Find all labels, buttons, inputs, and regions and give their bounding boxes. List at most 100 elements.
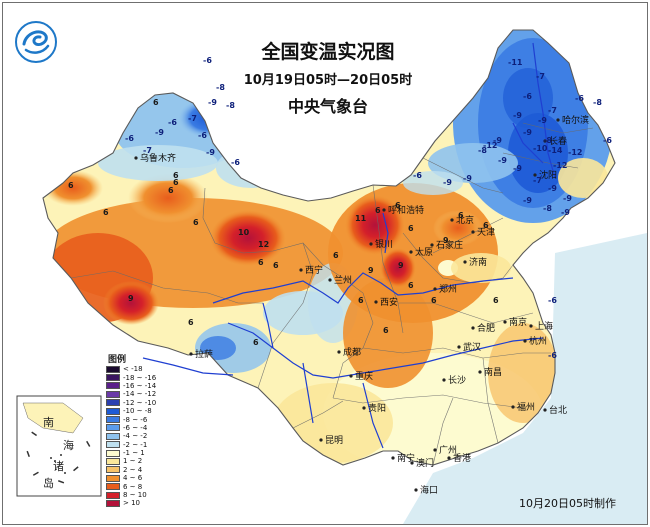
rivers (142, 42, 556, 449)
legend-label: 2 ~ 4 (123, 465, 143, 474)
legend-swatch (106, 457, 120, 465)
city-label: 银川 (375, 238, 393, 250)
temperature-change-value: 6 (103, 208, 109, 217)
temperature-change-value: 6 (358, 296, 364, 305)
city-marker (410, 461, 414, 465)
legend-label: 6 ~ 8 (123, 482, 143, 491)
legend-swatch (106, 374, 120, 382)
temperature-change-value: -6 (203, 56, 212, 65)
city-label: 北京 (456, 214, 474, 226)
legend-swatch (106, 416, 120, 424)
temperature-change-value: -7 (143, 146, 152, 155)
temperature-change-value: 6 (273, 261, 279, 270)
credit-text: 10月20日05时制作 (519, 497, 616, 510)
legend-item: -6 ~ -4 (106, 424, 156, 432)
temperature-change-value: 6 (383, 326, 389, 335)
legend-item: -4 ~ -2 (106, 432, 156, 440)
city-marker (433, 287, 437, 291)
legend-swatch (106, 365, 120, 373)
legend-label: 1 ~ 2 (123, 457, 143, 466)
temperature-change-value: -6 (603, 136, 612, 145)
city-marker (414, 488, 418, 492)
city-label: 杭州 (529, 335, 547, 347)
city-label: 澳门 (416, 457, 434, 469)
temperature-change-value: -9 (206, 148, 215, 157)
temperature-change-value: 6 (173, 171, 179, 180)
temperature-change-value: 6 (188, 318, 194, 327)
temperature-change-value: -9 (463, 174, 472, 183)
city-marker (450, 218, 454, 222)
legend-item: -18 ~ -16 (106, 373, 156, 382)
city-label: 武汉 (463, 341, 481, 353)
temperature-change-value: 6 (173, 178, 179, 187)
map-period: 10月19日05时—20日05时 (243, 73, 413, 88)
city-label: 长沙 (448, 374, 466, 386)
temperature-change-value: -6 (231, 158, 240, 167)
city-marker (382, 208, 386, 212)
temperature-change-value: 6 (493, 296, 499, 305)
city-marker (391, 456, 395, 460)
temperature-change-value: 11 (355, 214, 367, 223)
temperature-change-value: -14 (548, 146, 563, 155)
temperature-change-value: -9 (538, 116, 547, 125)
temperature-change-value: -8 (478, 146, 487, 155)
city-label: 南昌 (484, 366, 502, 378)
legend-label: -2 ~ -1 (123, 440, 148, 449)
legend-item: -2 ~ -1 (106, 441, 156, 449)
temperature-change-value: 12 (258, 240, 269, 249)
temperature-change-value: -9 (155, 128, 164, 137)
temperature-change-value: -8 (543, 204, 552, 213)
temperature-change-value: 6 (408, 224, 414, 233)
city-marker (134, 156, 138, 160)
city-label: 天津 (477, 227, 495, 238)
city-label: 海口 (420, 484, 438, 496)
inset-label: 诸 (53, 460, 64, 473)
legend-item: 6 ~ 8 (106, 482, 156, 491)
inset-label: 海 (63, 438, 74, 452)
temperature-change-value: -9 (443, 178, 452, 187)
legend: 图例 < -18 -18 ~ -16 -16 ~ -14 -14 ~ -12 -12 ~… (106, 352, 156, 508)
legend-swatch (106, 466, 120, 474)
city-marker (374, 300, 378, 304)
city-marker (337, 350, 341, 354)
city-marker (523, 339, 527, 343)
legend-item: -14 ~ -12 (106, 390, 156, 398)
temperature-change-value: -9 (523, 196, 532, 205)
temperature-change-value: 6 (458, 211, 464, 220)
temperature-change-value: -12 (553, 161, 567, 170)
temperature-change-value: -11 (508, 58, 523, 67)
temperature-change-value: -8 (543, 136, 552, 145)
city-label: 南京 (509, 316, 527, 328)
temperature-change-value: 9 (398, 261, 404, 270)
temperature-change-value: -6 (198, 131, 207, 140)
temperature-change-value: 9 (368, 266, 374, 275)
temperature-change-value: -9 (548, 184, 557, 193)
temperature-change-value: -7 (548, 106, 557, 115)
legend-swatch (106, 449, 120, 457)
temperature-change-value: -6 (125, 134, 134, 143)
temperature-change-value: 6 (258, 258, 264, 267)
legend-label: -6 ~ -4 (123, 423, 148, 432)
legend-label: -10 ~ -8 (123, 407, 152, 416)
temperature-change-value: 6 (431, 296, 437, 305)
map-title: 全国变温实况图 (261, 41, 395, 63)
city-marker (529, 324, 533, 328)
city-label: 沈阳 (539, 169, 557, 181)
city-marker (471, 326, 475, 330)
city-label: 贵阳 (368, 402, 386, 414)
city-label: 乌鲁木齐 (140, 152, 176, 164)
legend-label: -12 ~ -10 (123, 398, 157, 407)
legend-label: 8 ~ 10 (123, 491, 147, 500)
legend-item: -10 ~ -8 (106, 407, 156, 415)
legend-swatch (106, 441, 120, 449)
legend-label: -8 ~ -6 (123, 415, 148, 424)
legend-swatch (106, 382, 120, 390)
legend-item: 2 ~ 4 (106, 466, 156, 474)
temperature-change-value: 9 (128, 294, 134, 303)
legend-swatch (106, 407, 120, 415)
city-label: 合肥 (477, 322, 495, 334)
temperature-change-value: 6 (68, 181, 74, 190)
